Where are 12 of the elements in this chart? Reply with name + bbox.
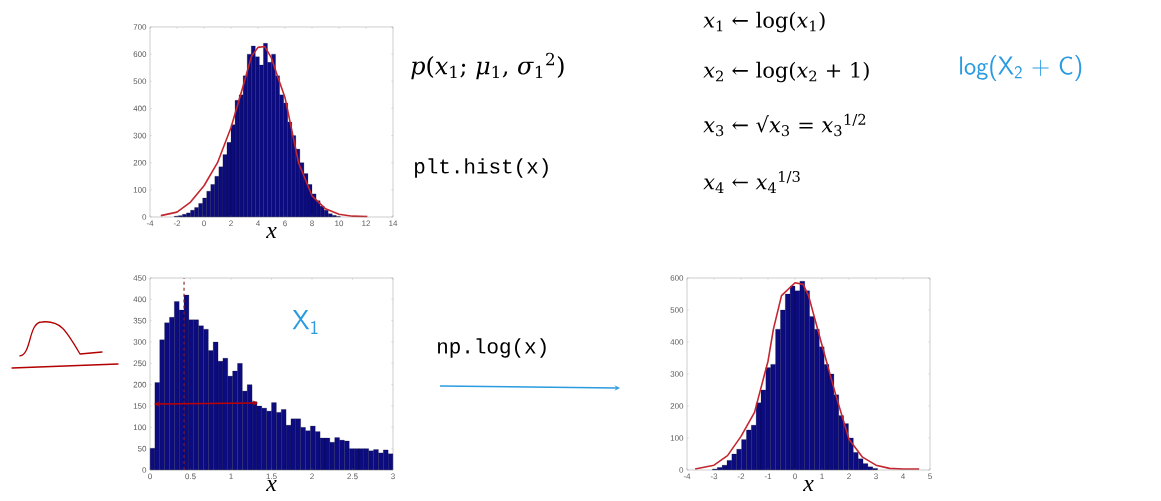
x-axis-title: x: [802, 479, 814, 491]
x-axis-title: x: [265, 226, 277, 238]
text: x$_{4}$ ← x$_{4}$1/3: [703, 170, 800, 194]
text: x$_{1}$ ← log(x$_{1}$): [703, 11, 825, 33]
text: p(x$_{1}$; μ$_{1}$, σ$_{1}$$^{2}$): [411, 52, 564, 80]
text: x$_{3}$ ← √x$_{3}$ = x$_{3}$1/2: [703, 113, 866, 137]
annotation: X$_{1}$: [292, 310, 318, 334]
text: x$_{2}$ ← log(x$_{2}$ + 1): [703, 61, 869, 83]
text: log(X$_{2}$ + C): [960, 55, 1082, 81]
text: np.log(x): [438, 338, 546, 358]
text: plt.hist(x): [415, 158, 548, 178]
x-axis-title: x: [265, 479, 277, 491]
